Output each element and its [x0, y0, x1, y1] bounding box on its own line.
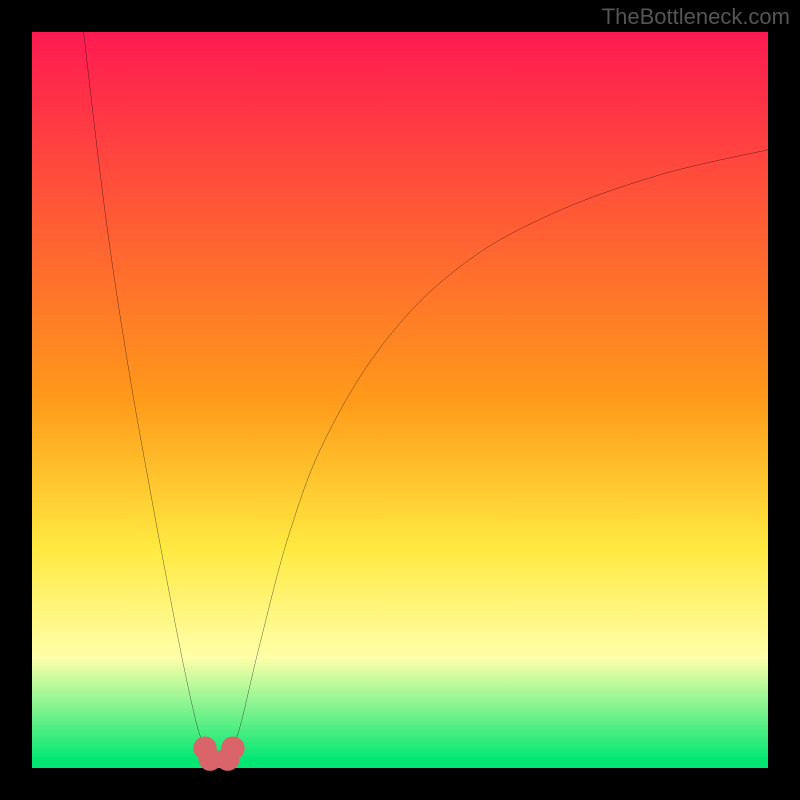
bottleneck-curve [32, 32, 768, 768]
valley-marker [202, 751, 218, 767]
watermark-text: TheBottleneck.com [602, 4, 790, 30]
curve-right-branch [233, 150, 768, 748]
chart-plot-area [32, 32, 768, 768]
valley-marker [225, 740, 241, 756]
curve-left-branch [84, 32, 205, 748]
